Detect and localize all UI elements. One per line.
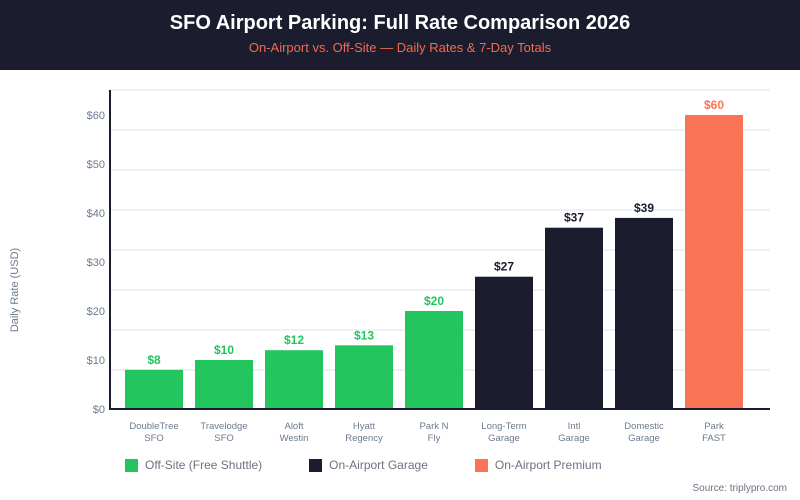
bar (615, 217, 673, 409)
chart-legend: Off-Site (Free Shuttle) On-Airport Garag… (125, 458, 649, 472)
y-axis-title: Daily Rate (USD) (9, 248, 21, 332)
x-tick-label: Long-Term (481, 421, 526, 432)
bar-value-label: $13 (354, 328, 374, 342)
bar (265, 350, 323, 409)
legend-item-off-site: Off-Site (Free Shuttle) (125, 458, 262, 472)
y-tick-label: $0 (93, 404, 105, 416)
bar (335, 345, 393, 409)
x-tick-label: Fly (428, 433, 441, 444)
source-note: Source: triplypro.com (692, 483, 787, 494)
legend-item-on-airport-premium: On-Airport Premium (474, 458, 602, 472)
legend-swatch-off-site (125, 458, 138, 472)
x-tick-label: FAST (702, 433, 726, 444)
x-tick-label: Regency (345, 433, 383, 444)
bar (405, 311, 463, 409)
x-tick-label: Hyatt (353, 421, 376, 432)
x-tick-label: SFO (144, 433, 164, 444)
x-tick-label: Garage (488, 433, 520, 444)
x-tick-label: Travelodge (200, 421, 247, 432)
bar-value-label: $12 (284, 333, 304, 347)
x-tick-label: Domestic (624, 421, 664, 432)
x-tick-label: Park (704, 421, 724, 432)
chart-title: SFO Airport Parking: Full Rate Compariso… (169, 12, 631, 34)
legend-item-on-airport-garage: On-Airport Garage (309, 458, 428, 472)
bar (685, 115, 743, 409)
x-tick-label: DoubleTree (129, 421, 178, 432)
legend-label-off-site: Off-Site (Free Shuttle) (145, 458, 263, 472)
bar (125, 369, 183, 409)
bar-value-label: $27 (494, 260, 514, 274)
y-tick-label: $10 (87, 355, 105, 367)
bar-value-label: $20 (424, 294, 444, 308)
legend-swatch-on-airport-garage (309, 458, 323, 472)
x-tick-label: SFO (214, 433, 234, 444)
bar-value-label: $60 (704, 98, 724, 112)
bar (195, 360, 253, 409)
y-tick-label: $30 (87, 257, 105, 269)
bar-value-label: $37 (564, 211, 584, 225)
legend-swatch-on-airport-premium (474, 458, 488, 472)
y-tick-label: $60 (87, 110, 105, 122)
y-tick-label: $20 (87, 306, 105, 318)
x-tick-label: Westin (280, 433, 309, 444)
x-tick-label: Aloft (284, 421, 303, 432)
y-tick-label: $50 (87, 159, 105, 171)
legend-label-on-airport-garage: On-Airport Garage (329, 458, 428, 472)
x-tick-label: Garage (558, 433, 590, 444)
chart-subtitle: On-Airport vs. Off-Site — Daily Rates & … (248, 40, 552, 55)
x-tick-label: Intl (568, 421, 581, 432)
y-tick-label: $40 (87, 208, 105, 220)
bar-value-label: $10 (214, 343, 234, 357)
chart-header: SFO Airport Parking: Full Rate Compariso… (0, 0, 800, 70)
bar (475, 276, 533, 409)
bar (545, 227, 603, 409)
x-tick-label: Park N (419, 421, 448, 432)
bar-value-label: $39 (634, 201, 654, 215)
legend-label-on-airport-premium: On-Airport Premium (494, 458, 602, 472)
bar-value-label: $8 (147, 353, 161, 367)
x-tick-label: Garage (628, 433, 660, 444)
